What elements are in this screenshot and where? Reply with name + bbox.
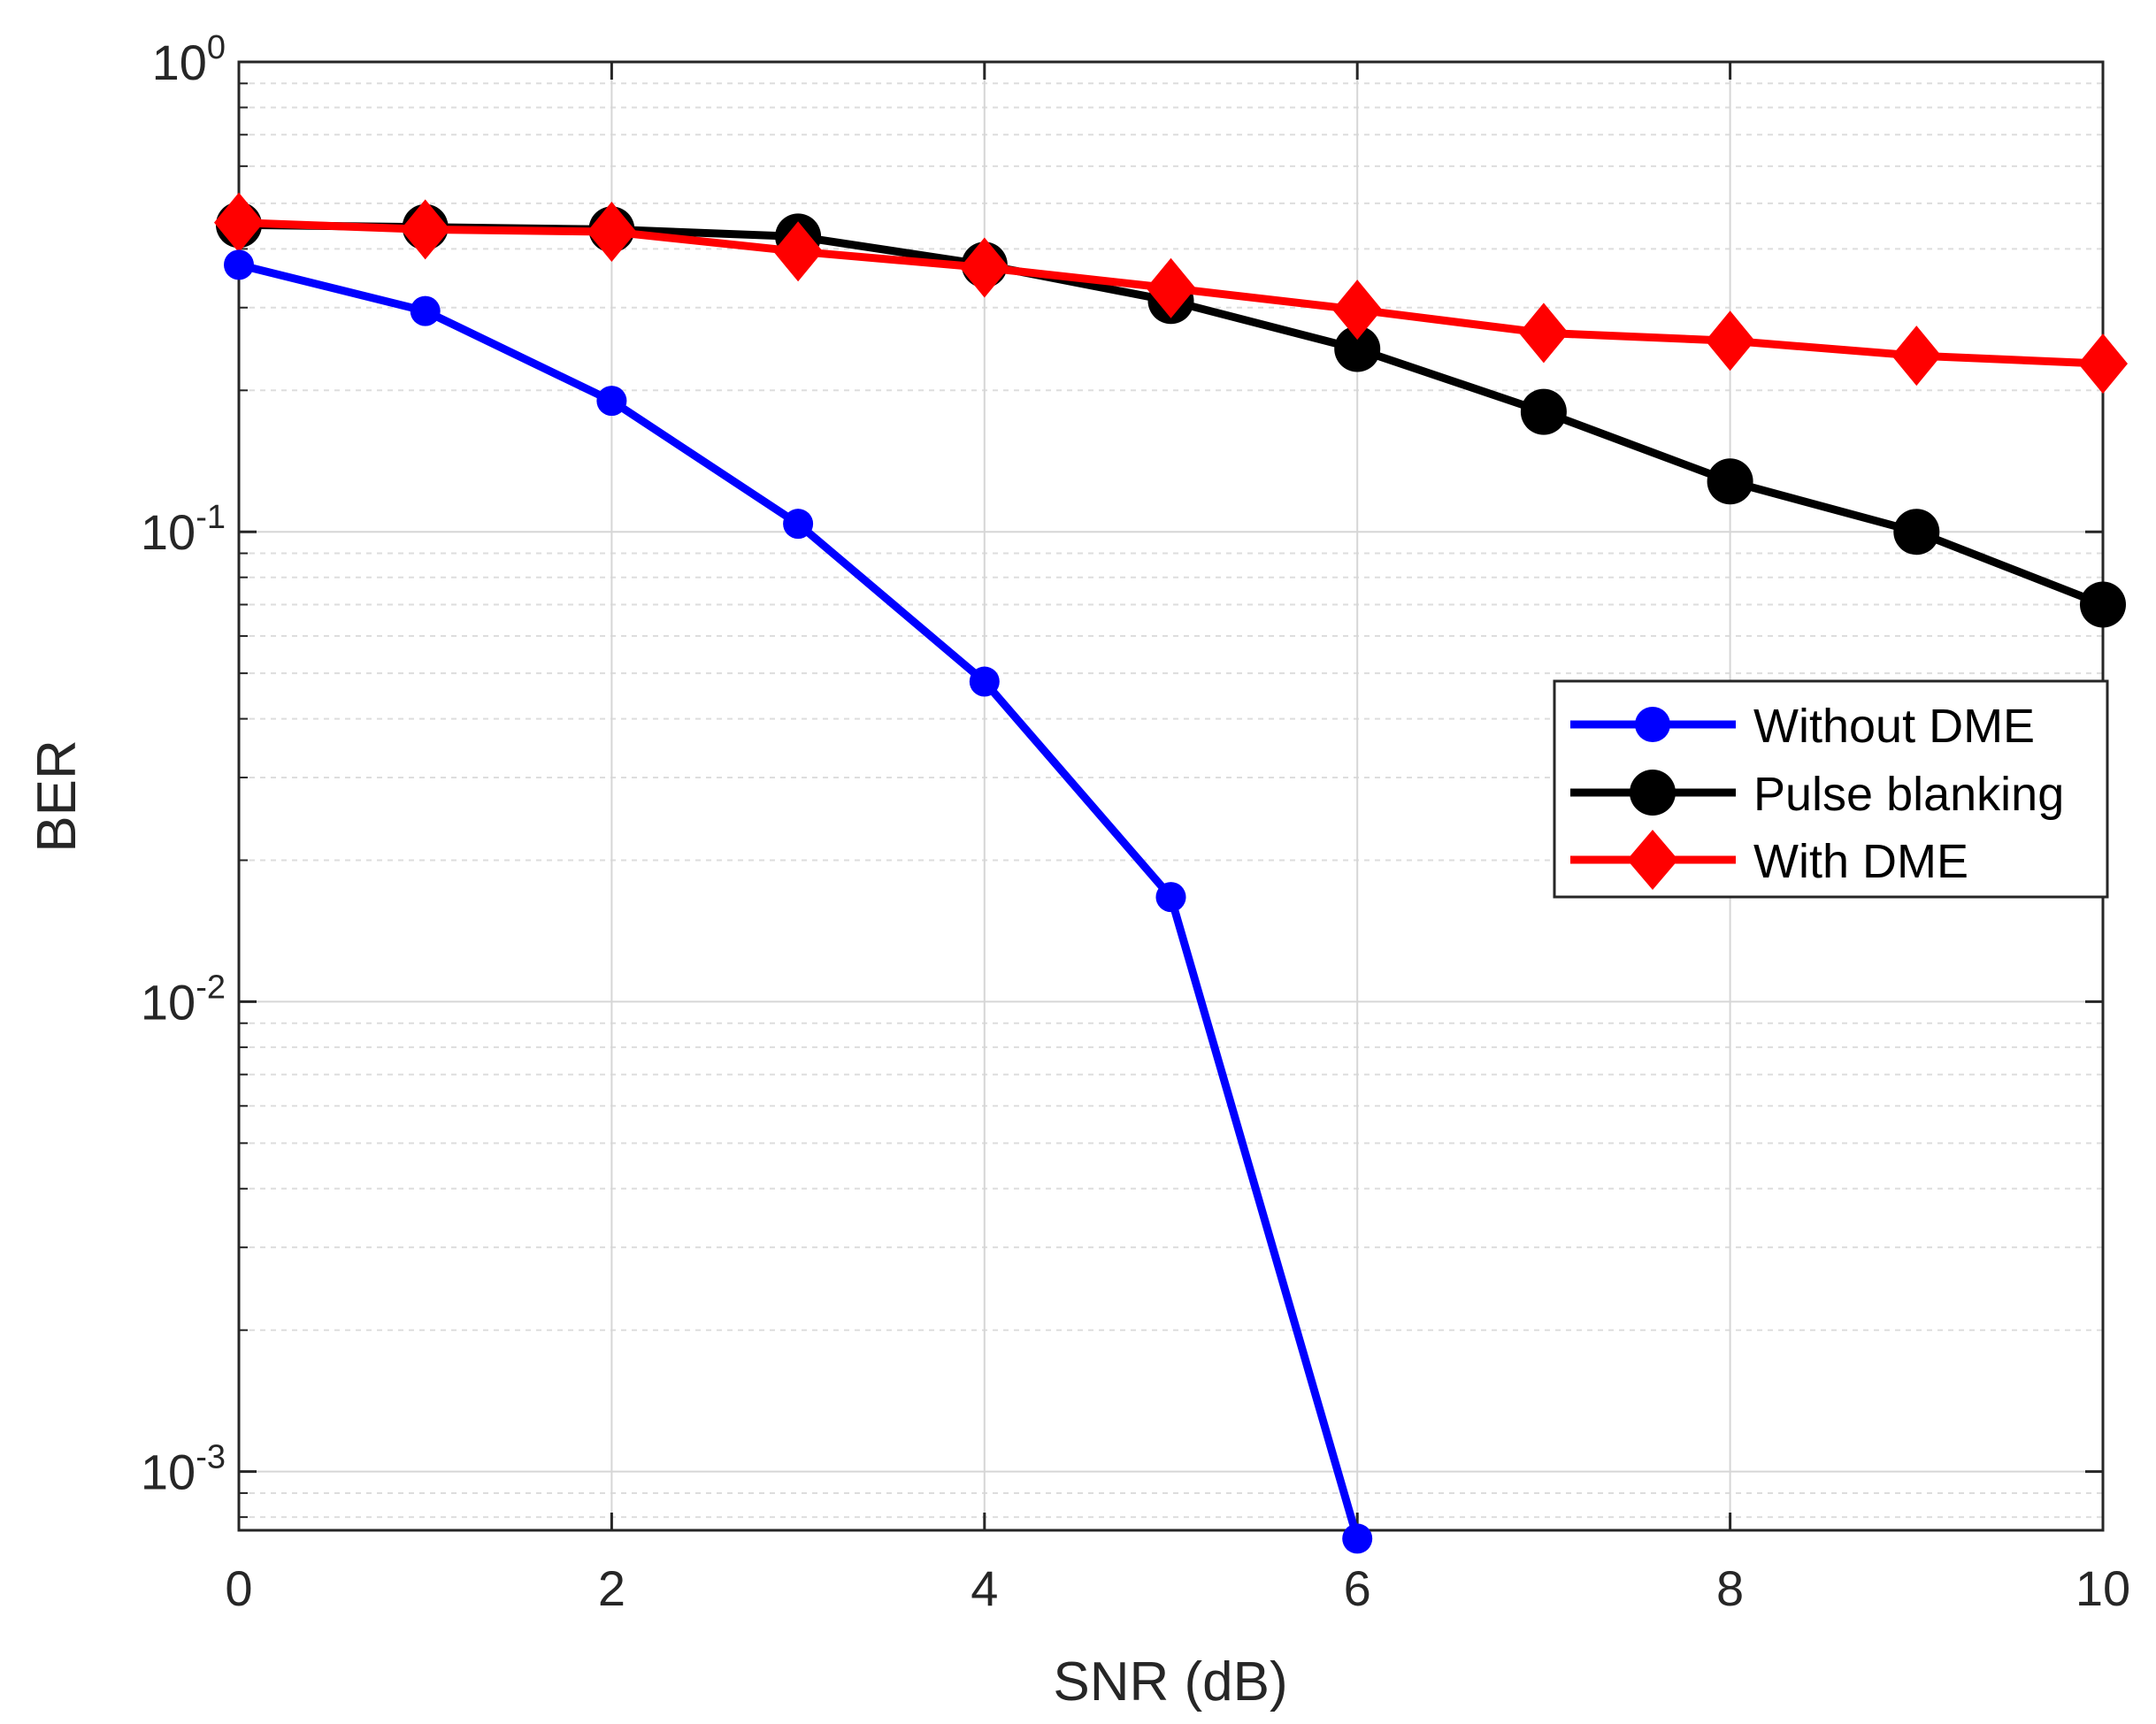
legend: Without DME Pulse blanking With DME — [1553, 679, 2109, 899]
data-point — [773, 221, 824, 282]
data-point — [400, 199, 450, 260]
legend-entry-without-dme: Without DME — [1570, 700, 2035, 753]
legend-marker-without-dme — [1635, 707, 1670, 742]
y-tick-label: 100 — [152, 29, 226, 90]
data-point — [1155, 882, 1186, 913]
data-point — [1705, 310, 1755, 372]
data-point — [587, 202, 637, 263]
data-point — [2080, 581, 2126, 628]
series-with-dme — [214, 192, 2128, 395]
y-ticks: 100 10-1 10-2 10-3 — [141, 29, 2103, 1519]
data-point — [969, 666, 1000, 697]
legend-label-pulse-blanking: Pulse blanking — [1753, 768, 2064, 821]
x-tick-label: 10 — [2075, 1560, 2130, 1616]
data-point — [224, 249, 254, 280]
x-ticks: 0 2 4 6 8 10 — [225, 62, 2130, 1616]
x-tick-label: 6 — [1344, 1560, 1371, 1616]
data-point — [1707, 458, 1753, 505]
data-point — [1334, 326, 1381, 372]
data-point — [214, 192, 264, 253]
x-tick-label: 0 — [225, 1560, 252, 1616]
legend-entry-with-dme: With DME — [1570, 830, 1968, 890]
legend-label-with-dme: With DME — [1753, 835, 1968, 888]
series-without-dme — [224, 249, 1373, 1554]
x-tick-label: 2 — [598, 1560, 625, 1616]
data-point — [1893, 509, 1940, 556]
x-tick-label: 8 — [1716, 1560, 1744, 1616]
series-layer — [214, 192, 2128, 1554]
data-point — [1146, 257, 1196, 318]
data-point — [1891, 326, 1942, 387]
data-point — [1518, 303, 1569, 364]
data-point — [2078, 333, 2128, 395]
data-point — [596, 386, 627, 417]
x-axis-label: SNR (dB) — [1053, 1651, 1287, 1713]
data-point — [1520, 388, 1567, 435]
y-tick-label: 10-2 — [141, 969, 226, 1030]
y-axis-label: BER — [27, 739, 88, 852]
legend-marker-pulse-blanking — [1630, 770, 1676, 816]
y-tick-label: 10-3 — [141, 1439, 226, 1500]
y-tick-label: 10-1 — [141, 499, 226, 560]
legend-marker-with-dme — [1627, 830, 1678, 890]
data-point — [410, 295, 441, 326]
x-tick-label: 4 — [971, 1560, 998, 1616]
data-point — [1342, 1523, 1373, 1554]
data-point — [1332, 280, 1383, 341]
legend-entry-pulse-blanking: Pulse blanking — [1570, 768, 2064, 821]
legend-label-without-dme: Without DME — [1753, 700, 2035, 753]
data-point — [783, 509, 814, 540]
data-point — [959, 237, 1009, 298]
